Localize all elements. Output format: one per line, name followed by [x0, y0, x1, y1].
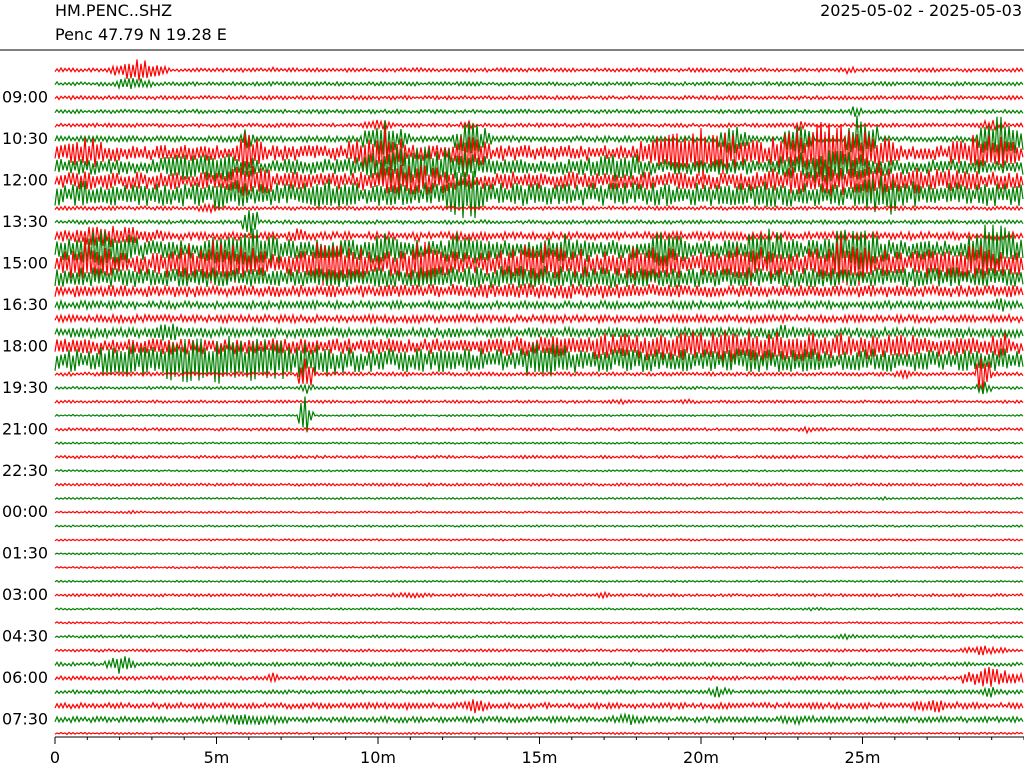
trace-row — [54, 94, 1024, 101]
trace-row — [54, 538, 1024, 542]
x-tick-label: 25m — [845, 748, 881, 767]
trace-row — [54, 632, 1024, 641]
trace-row — [54, 441, 1024, 445]
station-location: Penc 47.79 N 19.28 E — [55, 25, 227, 44]
trace-row — [54, 106, 1024, 118]
trace-row — [54, 210, 1024, 236]
x-tick-label: 0 — [50, 748, 60, 767]
row-time-label: 10:30 — [2, 129, 48, 148]
trace-row — [54, 121, 1024, 186]
trace-row — [54, 699, 1024, 714]
trace-row — [54, 666, 1024, 687]
row-time-label: 21:00 — [2, 419, 48, 438]
trace-row — [54, 171, 1024, 219]
trace-row — [54, 509, 1024, 515]
trace-row — [54, 265, 1024, 289]
trace-row — [54, 579, 1024, 584]
trace-row — [54, 335, 1024, 384]
row-time-label: 01:30 — [2, 544, 48, 563]
row-time-label: 22:30 — [2, 461, 48, 480]
trace-row — [54, 381, 1024, 395]
row-time-label: 07:30 — [2, 710, 48, 729]
trace-row — [54, 224, 1024, 277]
trace-row — [54, 357, 1024, 394]
trace-row — [54, 146, 1024, 189]
row-time-label: 12:00 — [2, 171, 48, 190]
trace-row — [54, 495, 1024, 502]
trace-row — [54, 468, 1024, 473]
trace-row — [54, 202, 1024, 215]
trace-row — [54, 686, 1024, 698]
trace-row — [54, 76, 1024, 91]
trace-row — [54, 312, 1024, 326]
row-time-label: 16:30 — [2, 295, 48, 314]
axes-group: 09:00 10:30 12:00 13:30 15:00 16:30 18:00 19:30… — [0, 49, 1024, 767]
row-time-label: 00:00 — [2, 502, 48, 521]
row-time-label: 09:00 — [2, 88, 48, 107]
trace-row — [54, 396, 1024, 433]
trace-row — [54, 298, 1024, 312]
station-code: HM.PENC..SHZ — [55, 1, 173, 20]
trace-row — [54, 711, 1024, 727]
trace-row — [54, 590, 1024, 600]
x-tick-label: 10m — [360, 748, 396, 767]
trace-row — [54, 283, 1024, 299]
row-time-label: 19:30 — [2, 378, 48, 397]
x-tick-label: 20m — [683, 748, 719, 767]
row-time-label: 18:00 — [2, 336, 48, 355]
trace-row — [54, 731, 1024, 736]
trace-row — [54, 323, 1024, 341]
trace-row — [54, 565, 1024, 570]
row-time-label: 06:00 — [2, 668, 48, 687]
row-time-label: 04:30 — [2, 627, 48, 646]
trace-row — [54, 397, 1024, 406]
x-tick-label: 15m — [522, 748, 558, 767]
trace-row — [54, 656, 1024, 674]
trace-row — [54, 454, 1024, 460]
row-time-label: 15:00 — [2, 254, 48, 273]
row-time-label: 03:00 — [2, 585, 48, 604]
trace-row — [54, 165, 1024, 198]
trace-row — [54, 425, 1024, 435]
x-tick-label: 5m — [204, 748, 230, 767]
trace-row — [54, 606, 1024, 612]
trace-row — [54, 645, 1024, 656]
row-time-label: 13:30 — [2, 212, 48, 231]
trace-row — [54, 620, 1024, 625]
trace-row — [54, 59, 1024, 81]
trace-row — [54, 551, 1024, 556]
date-range: 2025-05-02 - 2025-05-03 — [820, 1, 1022, 20]
trace-row — [54, 115, 1024, 161]
trace-row — [54, 524, 1024, 528]
trace-row — [54, 482, 1024, 488]
trace-group — [54, 59, 1024, 736]
